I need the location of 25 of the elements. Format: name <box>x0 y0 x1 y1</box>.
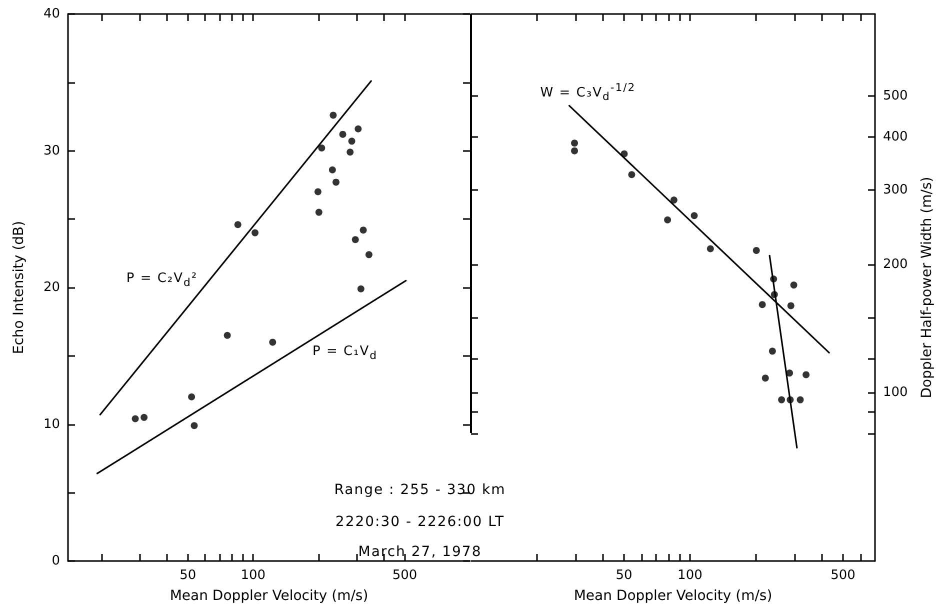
y-tick-label: 30 <box>43 143 60 158</box>
x-tick-label: 100 <box>240 568 266 583</box>
x-axis-title: Mean Doppler Velocity (m/s) <box>170 588 368 604</box>
annotation: 2220:30 - 2226:00 LT <box>335 514 505 530</box>
annotation: P = C₂V$_{d}$² <box>126 271 198 289</box>
y-axis-title: Echo Intensity (dB) <box>11 220 27 354</box>
y-tick-label: 200 <box>883 257 908 272</box>
x-tick-label: 100 <box>678 568 702 583</box>
y-tick-label: 500 <box>883 88 908 104</box>
annotation: March 27, 1978 <box>358 544 482 560</box>
y-tick-label: 10 <box>43 416 60 432</box>
x-tick-label: 50 <box>180 568 196 583</box>
x-tick-label: 50 <box>616 568 632 583</box>
y-tick-label: 40 <box>43 6 60 22</box>
y-tick-label: 300 <box>883 182 908 198</box>
x-tick-label: 500 <box>830 568 856 583</box>
y-axis-title: Doppler Half-power Width (m/s) <box>919 176 935 398</box>
annotation: P = C₁V$_{d}$ <box>312 344 378 362</box>
y-tick-label: 100 <box>883 384 908 400</box>
annotation: Range : 255 - 330 km <box>334 482 506 498</box>
y-tick-label: 20 <box>43 280 60 295</box>
y-tick-label: 400 <box>883 129 908 144</box>
x-axis-title: Mean Doppler Velocity (m/s) <box>574 588 772 604</box>
x-tick-label: 500 <box>392 568 418 583</box>
y-tick-label: 0 <box>52 554 60 568</box>
